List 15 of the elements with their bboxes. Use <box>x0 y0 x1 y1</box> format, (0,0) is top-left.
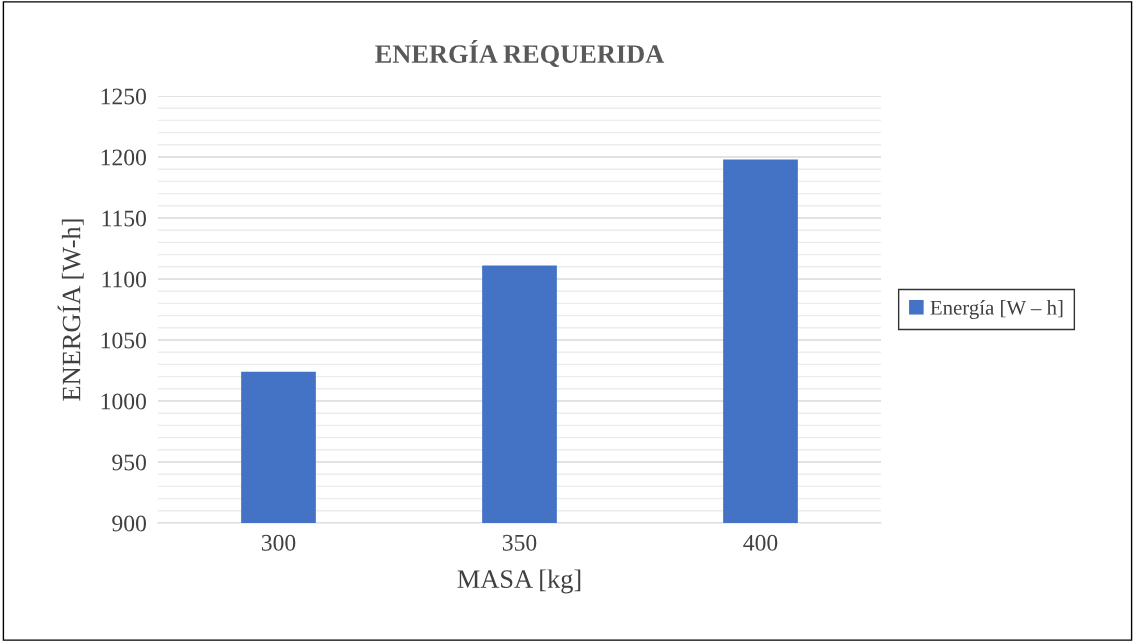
y-tick-label: 1000 <box>101 393 146 410</box>
y-tick-label: 950 <box>112 454 146 471</box>
x-axis-title: MASA [kg] <box>457 569 581 594</box>
y-tick-label: 900 <box>112 515 146 532</box>
y-tick-label: 1250 <box>101 88 146 105</box>
x-tick-label: 400 <box>743 534 778 551</box>
chart-title: ENERGÍA REQUERIDA <box>375 40 665 67</box>
y-tick-label: 1200 <box>101 149 146 166</box>
y-tick-label: 1150 <box>102 210 146 227</box>
y-axis-title: ENERGÍA [W-h] <box>57 219 84 401</box>
y-tick-label: 1100 <box>102 271 146 288</box>
x-tick-label: 300 <box>261 534 296 551</box>
legend-label: Energía [W – h] <box>930 300 1063 320</box>
x-tick-label: 350 <box>502 534 537 551</box>
y-tick-label: 1050 <box>101 332 146 349</box>
